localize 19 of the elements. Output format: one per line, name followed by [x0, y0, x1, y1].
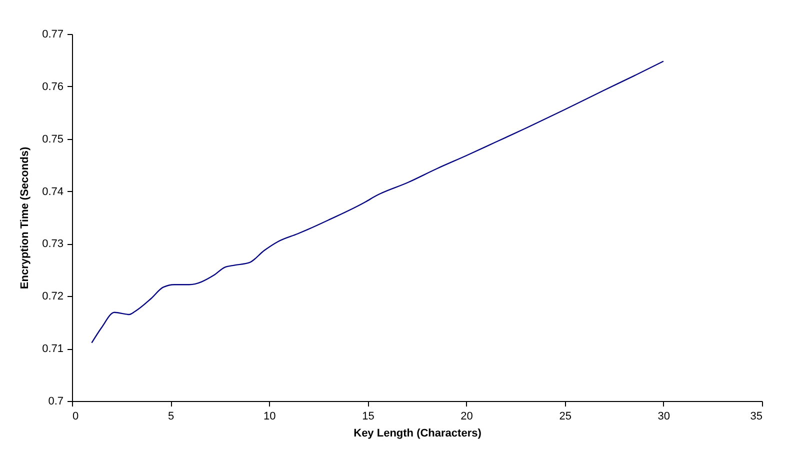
y-tick-label: 0.7 — [48, 396, 64, 408]
y-tick-label: 0.73 — [42, 238, 64, 250]
y-tick-label: 0.75 — [42, 133, 64, 146]
x-tick-label: 10 — [264, 410, 276, 422]
x-tick-label: 5 — [168, 410, 174, 422]
x-tick-label: 30 — [658, 410, 670, 422]
x-tick-label: 20 — [460, 410, 473, 422]
x-axis-title: Key Length (Characters) — [354, 428, 482, 440]
y-tick-label: 0.72 — [42, 290, 64, 303]
x-tick-label: 35 — [750, 410, 762, 422]
y-tick-label: 0.77 — [42, 28, 64, 40]
y-tick-label: 0.76 — [42, 80, 64, 93]
x-tick-label: 15 — [362, 410, 374, 422]
x-tick-label: 25 — [559, 410, 572, 422]
x-tick-label: 0 — [72, 410, 79, 422]
y-tick-label: 0.71 — [42, 343, 64, 356]
line-series — [91, 60, 664, 344]
y-axis-title: Encryption Time (Seconds) — [19, 146, 32, 290]
y-tick-label: 0.74 — [42, 186, 64, 198]
